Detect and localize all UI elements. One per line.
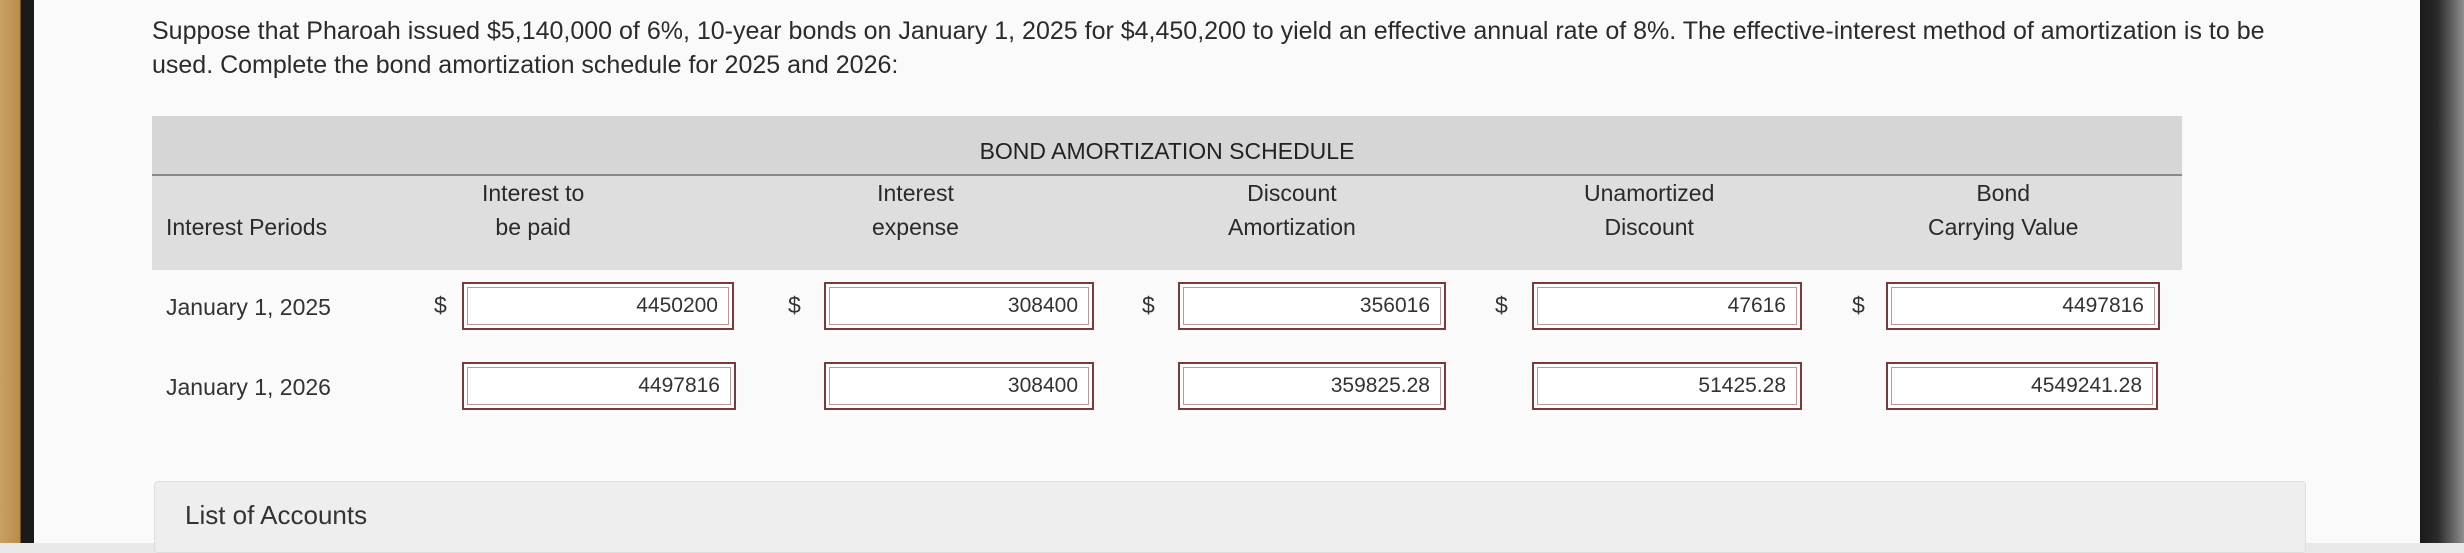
period-label: January 1, 2026 xyxy=(166,374,331,400)
dollar-sign: $ xyxy=(1142,292,1155,318)
header-label-line: Discount xyxy=(1604,214,1694,240)
header-label-line: Discount xyxy=(1247,180,1337,206)
interest-paid-input[interactable]: 4450200 xyxy=(462,282,734,330)
schedule-title: BOND AMORTIZATION SCHEDULE xyxy=(152,116,2182,176)
dollar-sign: $ xyxy=(788,292,801,318)
list-of-accounts-label: List of Accounts xyxy=(185,500,368,530)
period-label: January 1, 2025 xyxy=(166,294,331,320)
interest-expense-input[interactable]: 308400 xyxy=(824,362,1094,410)
discount-amortization-input[interactable]: 359825.28 xyxy=(1178,362,1446,410)
unamortized-discount-input[interactable]: 51425.28 xyxy=(1532,362,1802,410)
header-unamortized-discount: Unamortized Discount xyxy=(1584,176,1714,244)
schedule-row: January 1, 2025 $ 4450200 $ 308400 $ 356… xyxy=(152,270,2182,352)
header-interest-to-be-paid: Interest to be paid xyxy=(482,176,584,244)
bond-amortization-schedule: BOND AMORTIZATION SCHEDULE Interest Peri… xyxy=(152,116,2182,434)
schedule-row: January 1, 2026 4497816 308400 359825.28… xyxy=(152,352,2182,434)
carrying-value-input[interactable]: 4549241.28 xyxy=(1886,362,2158,410)
discount-amortization-input[interactable]: 356016 xyxy=(1178,282,1446,330)
header-interest-expense: Interest expense xyxy=(872,176,959,244)
unamortized-discount-input[interactable]: 47616 xyxy=(1532,282,1802,330)
carrying-value-input[interactable]: 4497816 xyxy=(1886,282,2160,330)
header-label-line: Interest xyxy=(877,180,954,206)
question-text: Suppose that Pharoah issued $5,140,000 o… xyxy=(152,17,2265,79)
header-label-line: Bond xyxy=(1976,180,2031,206)
schedule-header-row: Interest Periods Interest to be paid Int… xyxy=(152,176,2182,270)
dollar-sign: $ xyxy=(434,292,447,318)
header-label-line: Interest to xyxy=(482,180,585,206)
screen xyxy=(34,0,2420,543)
header-discount-amortization: Discount Amortization xyxy=(1228,176,1356,244)
header-label-line: Unamortized xyxy=(1584,180,1715,206)
header-label-line: expense xyxy=(872,214,959,240)
interest-paid-input[interactable]: 4497816 xyxy=(462,362,736,410)
header-interest-periods: Interest Periods xyxy=(166,214,328,240)
dollar-sign: $ xyxy=(1495,292,1508,318)
interest-expense-input[interactable]: 308400 xyxy=(824,282,1094,330)
monitor-bezel-right xyxy=(2420,0,2464,543)
header-label-line: Carrying Value xyxy=(1928,214,2079,240)
header-bond-carrying-value: Bond Carrying Value xyxy=(1928,176,2078,244)
dollar-sign: $ xyxy=(1852,292,1865,318)
header-label-line: be paid xyxy=(495,214,571,240)
monitor-bezel-left xyxy=(0,0,34,543)
list-of-accounts-panel[interactable]: List of Accounts xyxy=(154,481,2306,553)
header-label-line: Amortization xyxy=(1228,214,1356,240)
